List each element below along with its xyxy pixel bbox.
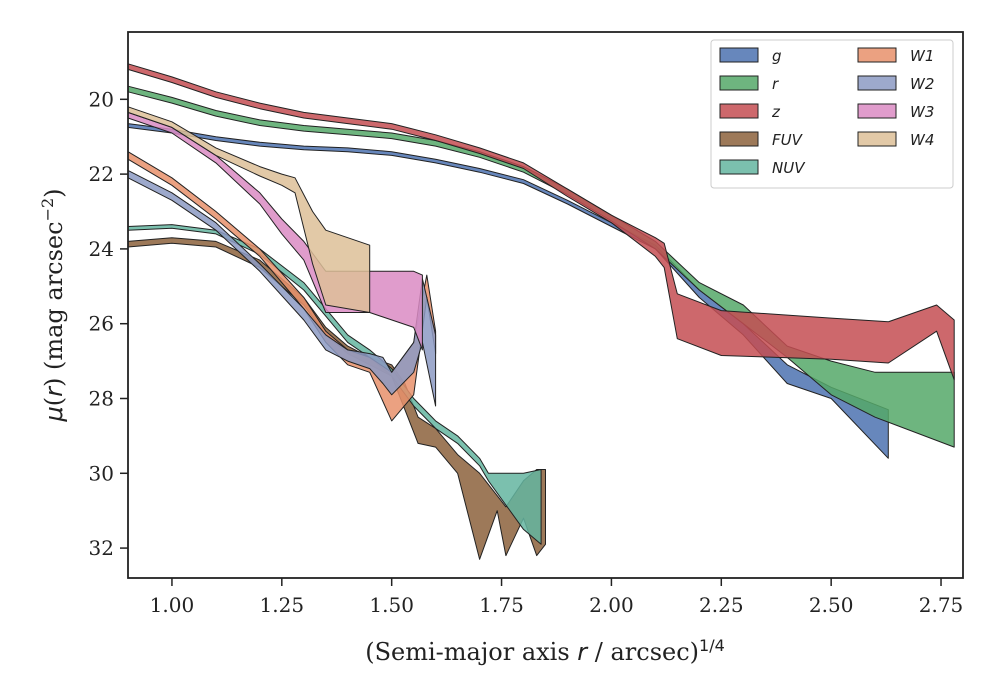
y-tick-label: 24 (89, 237, 114, 261)
legend-swatch-r (719, 75, 759, 91)
legend-swatch-w3 (857, 103, 897, 119)
legend-label-w1: W1 (910, 47, 934, 65)
y-tick-label: 22 (89, 162, 114, 186)
x-tick-label: 1.00 (150, 593, 195, 617)
y-tick-label: 30 (89, 461, 114, 485)
legend-label-r: r (772, 75, 779, 93)
legend-swatch-w4 (857, 131, 897, 147)
legend: grz FUV NUV W1 W2 W3 W4 (710, 39, 954, 189)
legend-label-g: g (772, 47, 782, 65)
band-g (127, 123, 889, 459)
x-tick-label: 2.75 (919, 593, 964, 617)
legend-swatch-nuv (719, 159, 759, 175)
band-w2 (127, 169, 437, 407)
y-tick-label: 28 (89, 386, 114, 410)
x-tick-label: 1.75 (479, 593, 524, 617)
band-w3 (127, 111, 423, 351)
x-tick-label: 2.25 (699, 593, 744, 617)
legend-label-w4: W4 (910, 131, 934, 149)
band-z (127, 63, 955, 381)
y-tick-label: 20 (89, 87, 114, 111)
legend-label-w2: W2 (910, 75, 934, 93)
y-axis-title: μ(r) (mag arcsec−2) (38, 188, 69, 422)
band-nuv (127, 224, 542, 545)
x-axis-title: (Semi-major axis r / arcsec)1/4 (365, 636, 725, 667)
legend-swatch-w1 (857, 47, 897, 63)
legend-label-w3: W3 (910, 103, 934, 121)
band-w4 (127, 106, 371, 313)
y-tick-label: 32 (89, 536, 114, 560)
x-axis: 1.00 1.25 1.50 1.75 2.00 2.25 2.50 2.75 (150, 578, 964, 617)
legend-swatch-w2 (857, 75, 897, 91)
legend-label-fuv: FUV (772, 131, 804, 149)
y-tick-label: 26 (89, 312, 114, 336)
y-axis: 20 22 24 26 28 30 32 (89, 87, 128, 560)
legend-swatch-g (719, 47, 759, 63)
x-tick-label: 2.00 (589, 593, 634, 617)
band-r (127, 85, 955, 448)
plot-frame (127, 31, 964, 579)
legend-label-z: z (771, 103, 781, 121)
x-tick-label: 1.50 (369, 593, 414, 617)
plot-bands (127, 63, 955, 560)
legend-swatch-fuv (719, 131, 759, 147)
legend-label-nuv: NUV (772, 159, 806, 177)
x-tick-label: 1.25 (260, 593, 305, 617)
legend-swatch-z (719, 103, 759, 119)
x-tick-label: 2.50 (809, 593, 854, 617)
